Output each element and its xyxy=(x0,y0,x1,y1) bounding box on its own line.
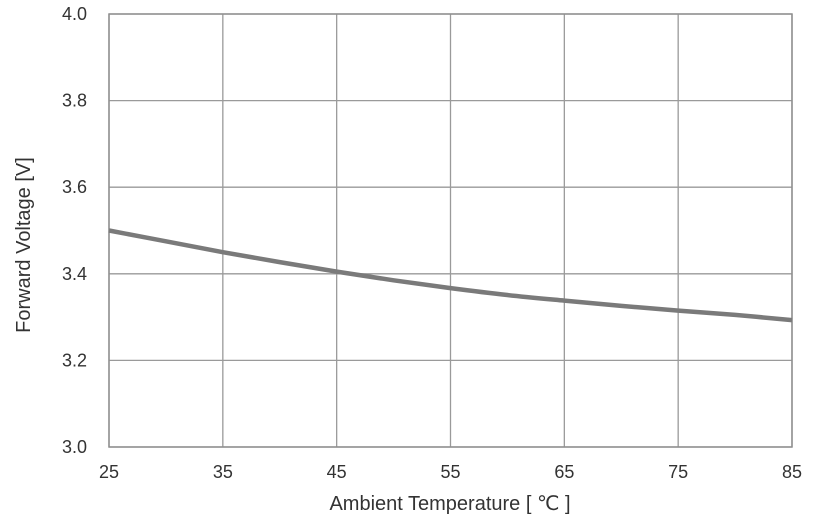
x-tick-label: 25 xyxy=(99,462,119,482)
y-axis-ticks: 3.0 3.2 3.4 3.6 3.8 4.0 xyxy=(62,4,87,457)
y-tick-label: 3.8 xyxy=(62,91,87,111)
x-tick-label: 35 xyxy=(213,462,233,482)
y-tick-label: 3.6 xyxy=(62,177,87,197)
y-tick-label: 3.0 xyxy=(62,437,87,457)
y-tick-label: 3.2 xyxy=(62,350,87,370)
y-tick-label: 3.4 xyxy=(62,264,87,284)
x-axis-title: Ambient Temperature [ ℃ ] xyxy=(329,493,570,515)
series-line xyxy=(108,228,793,323)
x-tick-label: 45 xyxy=(327,462,347,482)
series-layer xyxy=(108,228,793,323)
y-axis-title: Forward Voltage [V] xyxy=(13,157,35,333)
x-tick-label: 85 xyxy=(782,462,802,482)
x-tick-label: 75 xyxy=(668,462,688,482)
grid xyxy=(108,13,793,448)
x-tick-label: 65 xyxy=(554,462,574,482)
x-axis-ticks: 25 35 45 55 65 75 85 xyxy=(99,462,802,482)
x-tick-label: 55 xyxy=(440,462,460,482)
y-tick-label: 4.0 xyxy=(62,4,87,24)
